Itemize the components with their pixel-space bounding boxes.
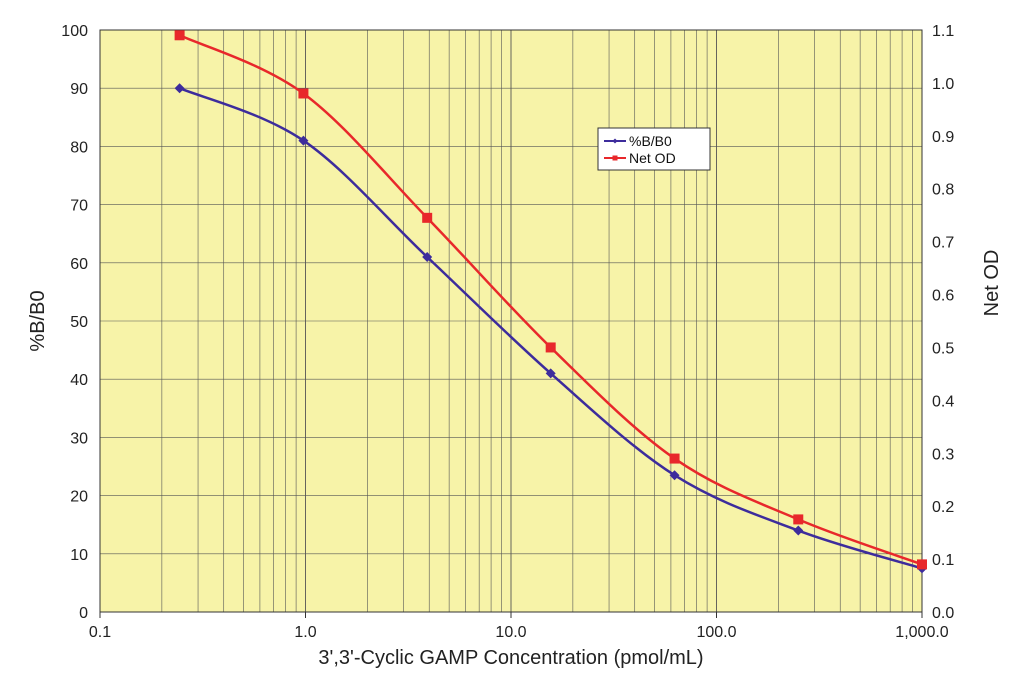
grid (99, 29, 922, 613)
data-point (917, 559, 927, 570)
y-tick-label: 90 (70, 81, 88, 98)
x-tick-label: 0.1 (89, 624, 111, 641)
y2-axis-title: Net OD (981, 250, 1003, 317)
y-tick-label: 20 (70, 489, 88, 506)
y-axis-left: 0 10 20 30 40 50 60 70 80 90 100 (61, 23, 88, 622)
data-point (669, 470, 680, 481)
y2-tick-label: 0.8 (932, 182, 954, 199)
y-tick-label: 50 (70, 314, 88, 331)
y-tick-label: 30 (70, 430, 88, 447)
x-axis-title: 3',3'-Cyclic GAMP Concentration (pmol/mL… (318, 647, 703, 669)
legend-marker (612, 155, 618, 161)
legend-label: Net OD (629, 150, 676, 166)
data-point (298, 135, 309, 146)
legend-label: %B/B0 (629, 133, 672, 149)
data-point (545, 342, 556, 353)
y-tick-label: 60 (70, 256, 88, 273)
y-tick-label: 70 (70, 198, 88, 215)
y-tick-label: 80 (70, 139, 88, 156)
legend-marker (612, 138, 618, 144)
x-tick-label: 1.0 (294, 624, 316, 641)
data-point (174, 30, 185, 41)
data-point (422, 251, 433, 262)
x-tick-label: 10.0 (495, 624, 526, 641)
series-net-od (174, 30, 927, 570)
y2-tick-label: 0.7 (932, 235, 954, 252)
y2-tick-label: 1.1 (932, 23, 954, 40)
data-point (545, 368, 556, 379)
y2-tick-label: 0.4 (932, 393, 954, 410)
y-tick-label: 40 (70, 372, 88, 389)
x-tick-label: 100.0 (696, 624, 736, 641)
y2-tick-label: 0.5 (932, 340, 954, 357)
legend-box (597, 127, 711, 171)
data-point (422, 212, 433, 223)
y2-tick-label: 0.1 (932, 552, 954, 569)
y2-tick-label: 0.9 (932, 129, 954, 146)
y2-tick-label: 0.0 (932, 605, 954, 622)
x-axis: 0.1 1.0 10.0 100.0 1,000.0 (89, 612, 949, 641)
y2-tick-label: 0.3 (932, 446, 954, 463)
series-pct-b-b0 (174, 83, 927, 574)
data-point (298, 88, 309, 99)
data-point (793, 525, 804, 536)
y2-tick-label: 1.0 (932, 76, 954, 93)
y2-tick-label: 0.2 (932, 499, 954, 516)
y2-tick-label: 0.6 (932, 288, 954, 305)
data-point (669, 453, 680, 464)
y-tick-label: 100 (61, 23, 88, 40)
y-tick-label: 0 (79, 605, 88, 622)
x-tick-label: 1,000.0 (895, 624, 948, 641)
series-layer (174, 30, 927, 574)
y-axis-right: 0.0 0.1 0.2 0.3 0.4 0.5 0.6 0.7 0.8 0.9 1.0 1.1 (932, 23, 954, 622)
data-point (174, 83, 185, 94)
y-tick-label: 10 (70, 547, 88, 564)
data-point (793, 514, 804, 525)
y-axis-title: %B/B0 (27, 290, 49, 351)
